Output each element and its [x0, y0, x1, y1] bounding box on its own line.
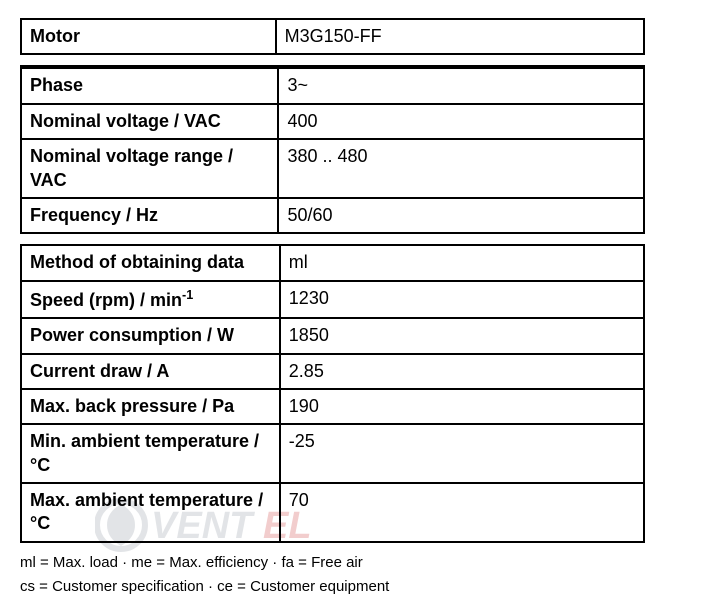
table-row: Method of obtaining data ml [21, 245, 644, 280]
cell-label: Phase [21, 67, 278, 103]
table-row: Frequency / Hz 50/60 [21, 198, 644, 233]
cell-value: ml [280, 245, 644, 280]
electrical-table: Phase 3~ Nominal voltage / VAC 400 Nomin… [20, 65, 645, 234]
cell-label: Frequency / Hz [21, 198, 278, 233]
cell-value: 3~ [278, 67, 644, 103]
cell-label: Nominal voltage / VAC [21, 104, 278, 139]
table-row: Min. ambient temperature / °C -25 [21, 424, 644, 483]
cell-label: Nominal voltage range / VAC [21, 139, 278, 198]
cell-value: 380 .. 480 [278, 139, 644, 198]
table-row: Max. ambient temperature / °C 70 [21, 483, 644, 542]
cell-value: 190 [280, 389, 644, 424]
footnote-line: cs = Customer specification · ce = Custo… [20, 577, 681, 597]
cell-value: -25 [280, 424, 644, 483]
table-row: Nominal voltage / VAC 400 [21, 104, 644, 139]
table-row: Speed (rpm) / min-1 1230 [21, 281, 644, 318]
cell-label: Power consumption / W [21, 318, 280, 353]
footnote-line: ml = Max. load · me = Max. efficiency · … [20, 553, 681, 573]
cell-label: Motor [21, 19, 276, 54]
cell-value: 2.85 [280, 354, 644, 389]
cell-value: 1230 [280, 281, 644, 318]
performance-table: Method of obtaining data ml Speed (rpm) … [20, 244, 645, 543]
table-row: Motor M3G150-FF [21, 19, 644, 54]
cell-value: 70 [280, 483, 644, 542]
cell-label: Max. ambient temperature / °C [21, 483, 280, 542]
cell-value: 1850 [280, 318, 644, 353]
cell-label: Current draw / A [21, 354, 280, 389]
cell-label: Speed (rpm) / min-1 [21, 281, 280, 318]
cell-label: Max. back pressure / Pa [21, 389, 280, 424]
cell-label: Min. ambient temperature / °C [21, 424, 280, 483]
cell-value: 400 [278, 104, 644, 139]
table-row: Current draw / A 2.85 [21, 354, 644, 389]
cell-value: M3G150-FF [276, 19, 644, 54]
table-row: Phase 3~ [21, 67, 644, 103]
cell-label: Method of obtaining data [21, 245, 280, 280]
table-row: Nominal voltage range / VAC 380 .. 480 [21, 139, 644, 198]
cell-value: 50/60 [278, 198, 644, 233]
motor-table: Motor M3G150-FF [20, 18, 645, 55]
table-row: Power consumption / W 1850 [21, 318, 644, 353]
table-row: Max. back pressure / Pa 190 [21, 389, 644, 424]
